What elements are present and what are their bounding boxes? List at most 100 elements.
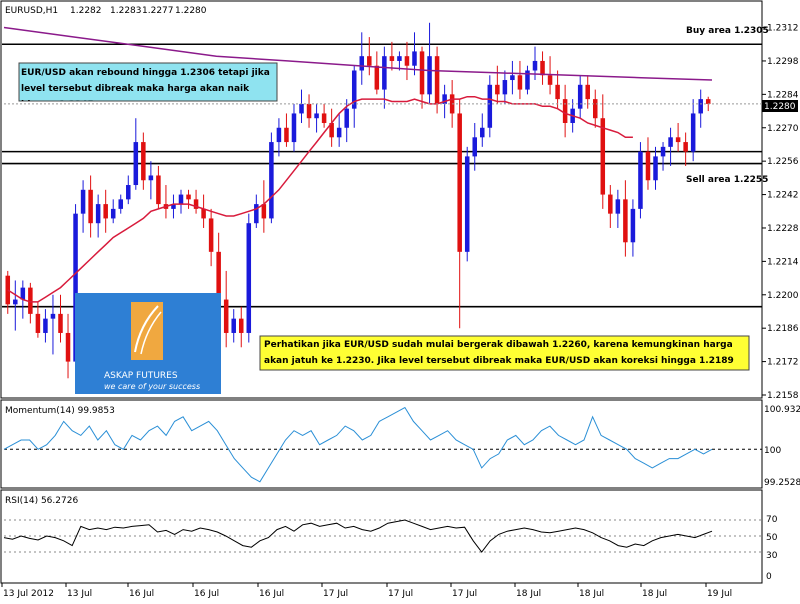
logo-emblem bbox=[131, 302, 163, 360]
price-tick-label: 1.2158 bbox=[767, 391, 799, 401]
candle-body bbox=[118, 199, 124, 209]
time-tick-label: 13 Jul 2012 bbox=[3, 589, 54, 599]
candle-body bbox=[359, 56, 365, 71]
candle-body bbox=[254, 204, 259, 224]
time-axis: 13 Jul 2012 13 Jul 16 Jul 16 Jul 16 Jul 17 Ju… bbox=[1, 583, 732, 599]
rsi-tick-30: 30 bbox=[766, 551, 778, 561]
note-top-box bbox=[18, 62, 278, 102]
candle-body bbox=[389, 56, 395, 61]
price-tick-label: 1.2200 bbox=[767, 291, 799, 301]
candle-body bbox=[35, 313, 41, 333]
momentum-panel-frame bbox=[0, 399, 763, 489]
candle-body bbox=[269, 142, 274, 219]
price-tick-label: 1.2270 bbox=[767, 124, 799, 134]
candle-body bbox=[698, 99, 703, 114]
candle-body bbox=[321, 113, 327, 123]
candle-body bbox=[178, 194, 184, 205]
rsi-line bbox=[3, 519, 713, 553]
candle-body bbox=[291, 113, 297, 143]
candle-body bbox=[28, 287, 33, 314]
candle-body bbox=[201, 208, 206, 219]
note-bottom: Perhatikan jika EUR/USD sudah mulai berg… bbox=[264, 340, 734, 366]
logo-name: ASKAP FUTURES bbox=[104, 371, 178, 381]
candle-body bbox=[547, 75, 553, 85]
candle-body bbox=[103, 204, 108, 219]
rsi-tick-50: 50 bbox=[766, 533, 778, 543]
candle-body bbox=[5, 275, 11, 305]
candle-body bbox=[43, 318, 48, 333]
ohlc-low: 1.2277 bbox=[142, 6, 174, 16]
candle-body bbox=[238, 318, 244, 333]
candle-body bbox=[404, 56, 410, 66]
candle-body bbox=[434, 56, 440, 104]
price-tick-label: 1.2242 bbox=[767, 191, 799, 201]
candle-body bbox=[540, 60, 545, 76]
time-tick-label: 17 Jul bbox=[323, 589, 348, 599]
candle-body bbox=[306, 103, 312, 119]
main-panel-frame bbox=[0, 0, 763, 399]
rsi-panel-frame bbox=[0, 489, 763, 584]
candle-body bbox=[397, 56, 402, 61]
candle-body bbox=[668, 137, 673, 147]
ohlc-open: 1.2282 bbox=[70, 6, 102, 16]
time-tick-label: 18 Jul bbox=[642, 589, 667, 599]
candle-body bbox=[382, 56, 387, 90]
candle-body bbox=[374, 65, 380, 90]
time-tick-label: 16 Jul bbox=[259, 589, 284, 599]
price-axis: 1.2312 1.2298 1.2284 1.2270 1.2256 1.2242 1.22… bbox=[4, 24, 799, 401]
candle-body bbox=[261, 204, 267, 219]
candle-body bbox=[412, 51, 417, 66]
candle-body bbox=[495, 84, 500, 95]
candle-body bbox=[608, 194, 613, 214]
candle-body bbox=[705, 99, 711, 104]
candle-body bbox=[344, 108, 349, 128]
candle-body bbox=[20, 287, 26, 300]
candle-body bbox=[284, 127, 289, 143]
candle-body bbox=[351, 70, 357, 109]
time-tick-label: 18 Jul bbox=[579, 589, 604, 599]
candle-body bbox=[623, 199, 628, 243]
candle-body bbox=[95, 204, 101, 224]
price-tick-label: 1.2172 bbox=[767, 358, 799, 368]
candle-body bbox=[630, 208, 636, 243]
candle-body bbox=[427, 56, 432, 95]
rsi-indicator bbox=[3, 519, 762, 553]
momentum-tick-high: 100.9327 bbox=[764, 405, 800, 415]
candle-body bbox=[58, 313, 63, 333]
candle-body bbox=[638, 151, 643, 209]
candle-body bbox=[419, 51, 425, 95]
note-bottom-box bbox=[259, 335, 750, 371]
ohlc-high: 1.2283 bbox=[110, 6, 142, 16]
candle-body bbox=[592, 99, 598, 119]
price-tick-label: 1.2284 bbox=[767, 90, 799, 100]
time-tick-label: 17 Jul bbox=[388, 589, 413, 599]
ma-fast-line bbox=[7, 95, 633, 303]
time-tick-label: 19 Jul bbox=[707, 589, 732, 599]
candle-body bbox=[600, 118, 606, 195]
note-top: EUR/USD akan rebound hingga 1.2306 tetap… bbox=[21, 68, 270, 101]
candle-body bbox=[216, 251, 221, 300]
sell-area-label: Sell area 1.2255 bbox=[686, 175, 768, 185]
time-tick-label: 17 Jul bbox=[452, 589, 477, 599]
price-tick-label: 1.2186 bbox=[767, 324, 799, 334]
candle-body bbox=[208, 218, 214, 252]
price-tick-label: 1.2312 bbox=[767, 24, 799, 34]
candle-body bbox=[156, 175, 161, 205]
candlesticks bbox=[5, 22, 711, 379]
candle-body bbox=[171, 204, 176, 209]
candle-body bbox=[80, 189, 86, 214]
momentum-line bbox=[3, 406, 713, 483]
symbol-label: EURUSD,H1 bbox=[5, 6, 58, 16]
candle-body bbox=[457, 113, 462, 252]
candle-body bbox=[480, 127, 485, 138]
candle-body bbox=[13, 299, 18, 305]
candle-body bbox=[193, 199, 199, 209]
candle-body bbox=[562, 99, 568, 123]
candle-body bbox=[675, 137, 681, 143]
candle-body bbox=[472, 137, 478, 157]
candle-body bbox=[231, 318, 236, 333]
ohlc-close: 1.2280 bbox=[175, 6, 207, 16]
time-tick-label: 13 Jul bbox=[67, 589, 92, 599]
